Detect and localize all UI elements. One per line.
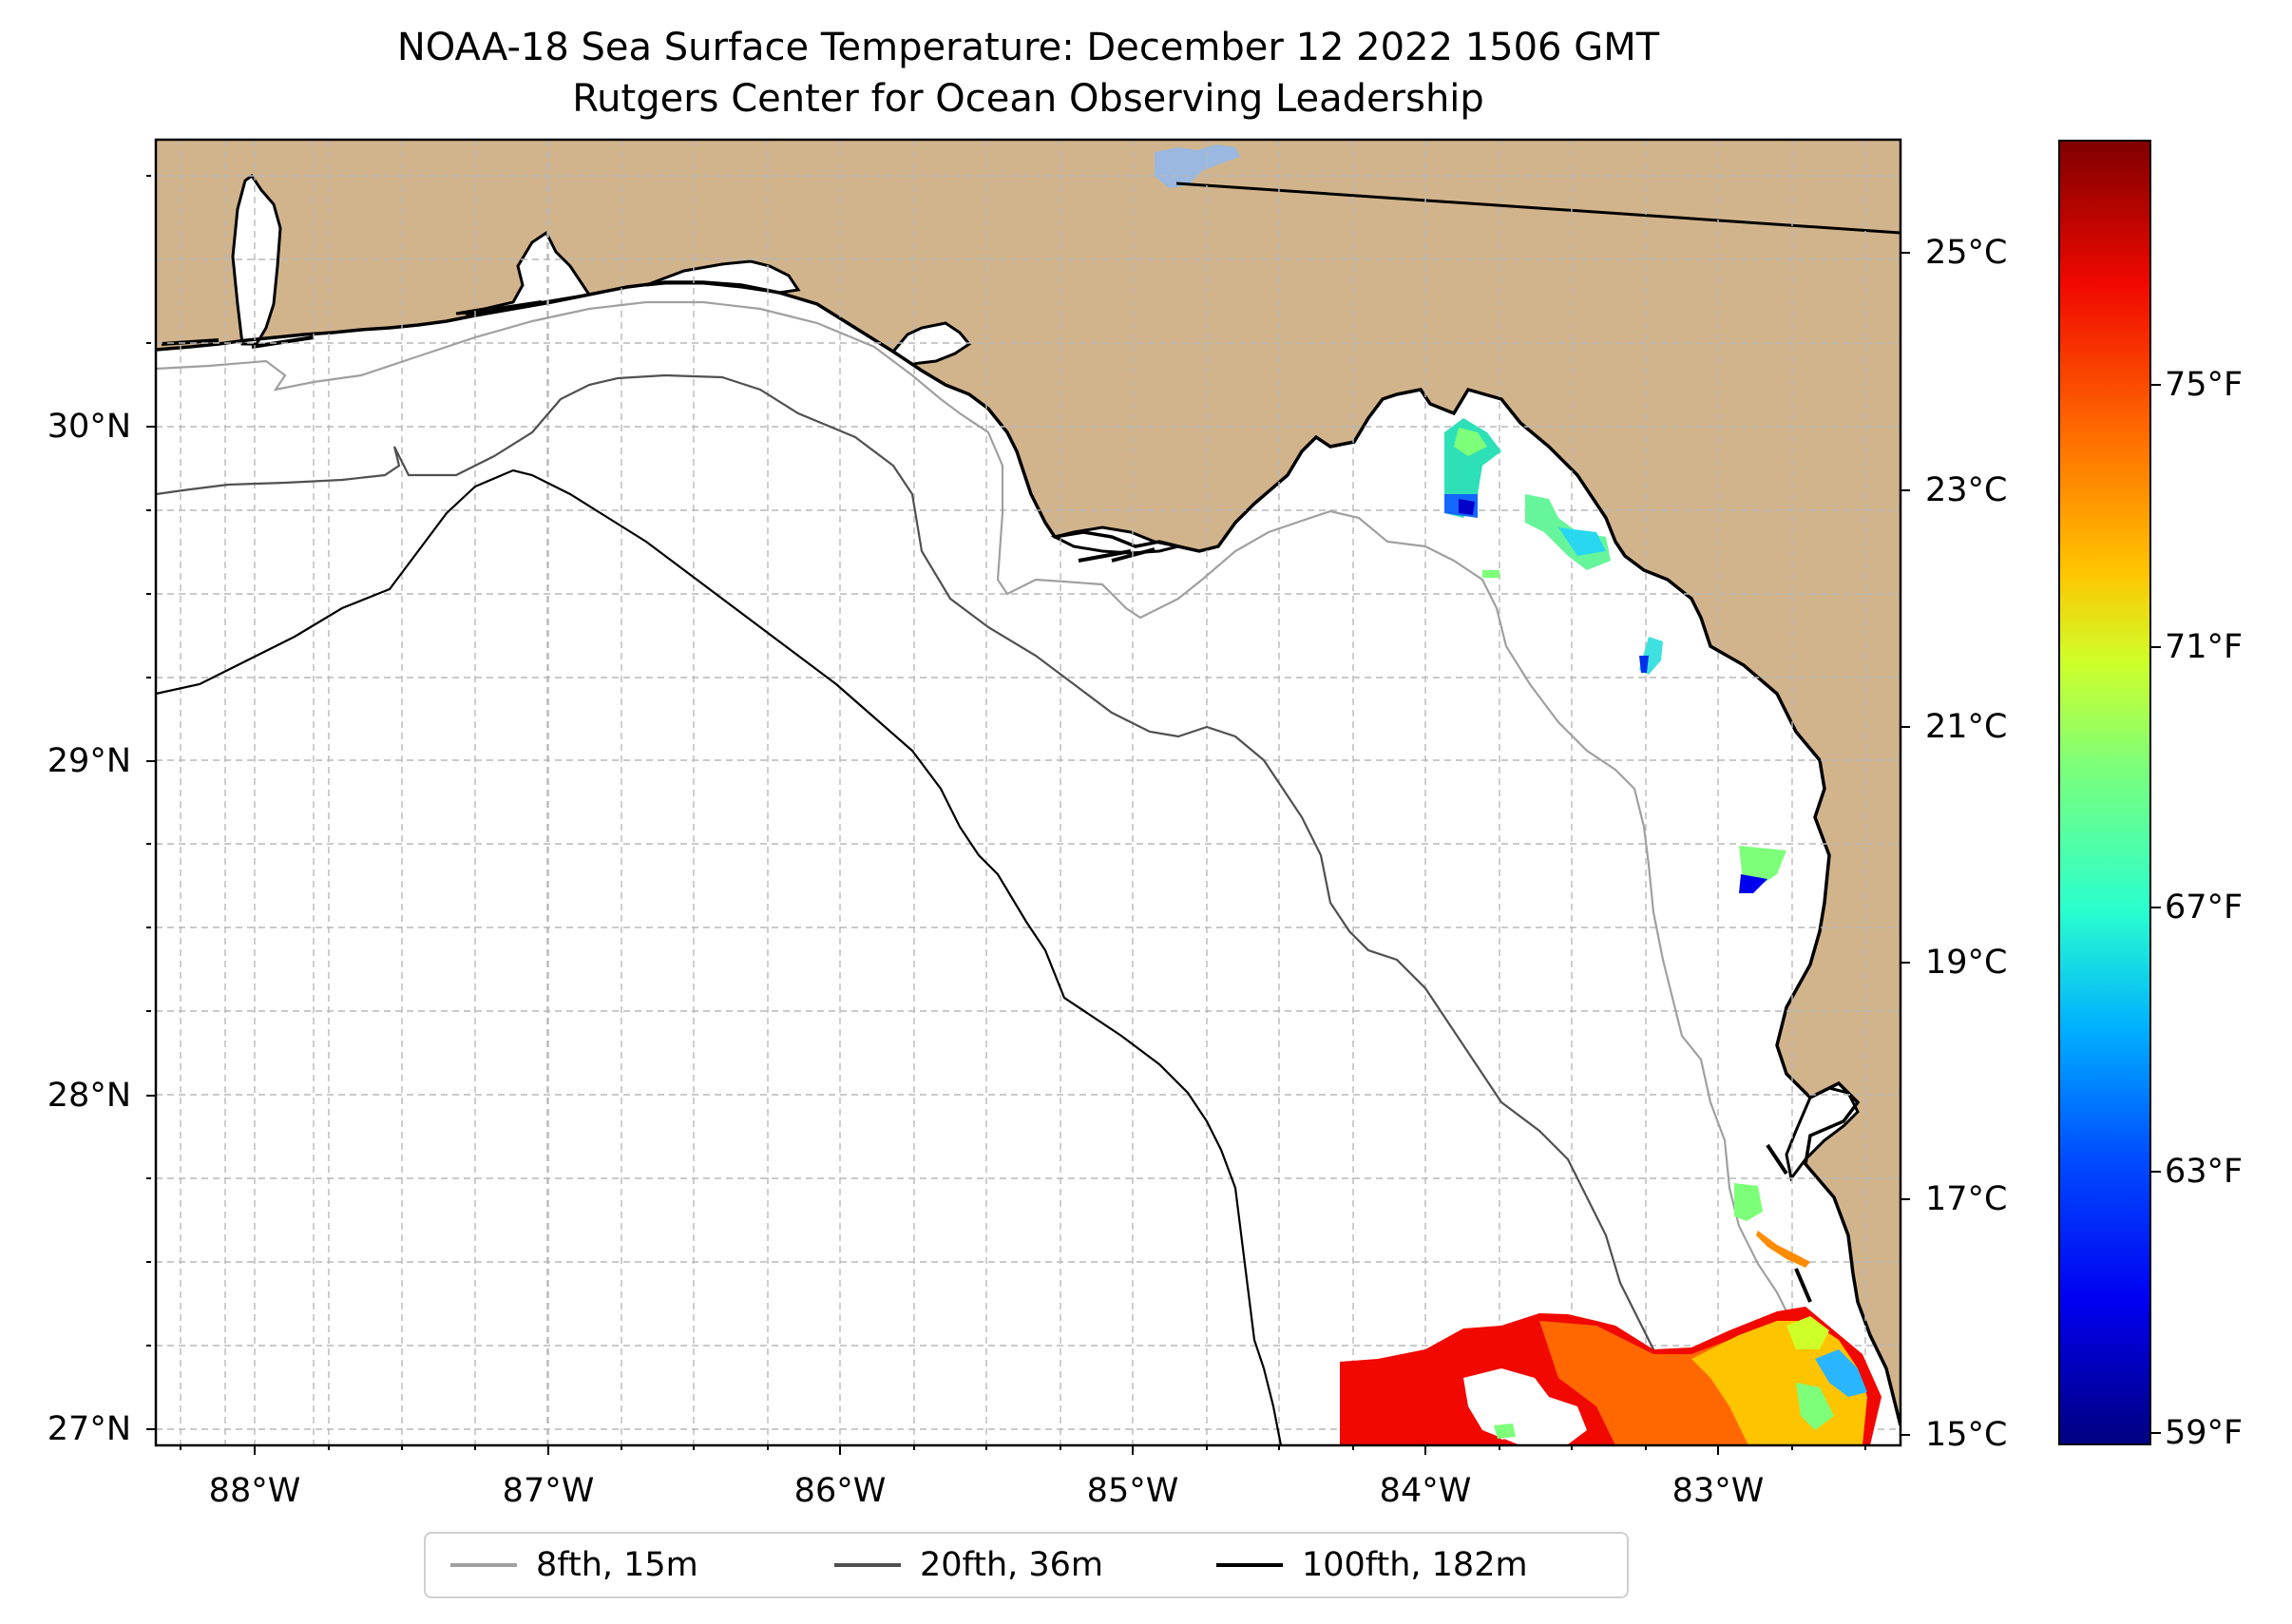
lon-label-85w: 85°W xyxy=(1086,1472,1179,1510)
legend: 8fth, 15m 20fth, 36m 100fth, 182m xyxy=(424,1532,1629,1598)
legend-label-100fth: 100fth, 182m xyxy=(1302,1546,1528,1584)
isobath-20fth-36m xyxy=(156,373,1702,1445)
colorbar-label-59f: 59°F xyxy=(2165,1414,2244,1452)
colorbar-label-15c: 15°C xyxy=(1925,1416,2008,1454)
colorbar-label-63f: 63°F xyxy=(2165,1153,2244,1191)
colorbar-label-23c: 23°C xyxy=(1925,471,2008,509)
coastline xyxy=(156,280,1900,1426)
chart-title: NOAA-18 Sea Surface Temperature: Decembe… xyxy=(396,26,1660,69)
lon-label-86w: 86°W xyxy=(793,1472,887,1510)
colorbar-label-19c: 19°C xyxy=(1925,944,2008,982)
lon-label-87w: 87°W xyxy=(502,1472,595,1510)
isobath-8fth-15m xyxy=(156,300,1868,1445)
legend-line-8fth xyxy=(450,1563,517,1567)
colorbar-label-75f: 75°F xyxy=(2165,366,2244,404)
legend-line-100fth xyxy=(1216,1563,1283,1567)
state-border xyxy=(1175,182,1900,235)
colorbar-label-25c: 25°C xyxy=(1925,234,2008,272)
legend-label-8fth: 8fth, 15m xyxy=(536,1546,698,1584)
lat-label-27n: 27°N xyxy=(47,1410,131,1448)
chart-subtitle: Rutgers Center for Ocean Observing Leade… xyxy=(572,77,1484,121)
isobath-100fth-182m xyxy=(156,468,1283,1445)
colorbar-label-67f: 67°F xyxy=(2165,888,2244,927)
lat-label-30n: 30°N xyxy=(47,408,131,446)
axis-ticks xyxy=(146,175,2161,1455)
legend-line-20fth xyxy=(834,1563,901,1567)
lon-label-88w: 88°W xyxy=(208,1472,301,1510)
mobile-bay xyxy=(231,173,282,346)
lake xyxy=(1155,144,1240,188)
map-frame xyxy=(154,138,1902,1447)
sst-data-patches xyxy=(1340,418,1881,1445)
gridlines xyxy=(156,140,1900,1445)
colorbar-label-71f: 71°F xyxy=(2165,628,2244,666)
colorbar xyxy=(2058,140,2151,1445)
lat-label-28n: 28°N xyxy=(47,1077,131,1115)
colorbar-label-21c: 21°C xyxy=(1925,708,2008,746)
tampa-bay xyxy=(1785,1086,1860,1182)
colorbar-label-17c: 17°C xyxy=(1925,1180,2008,1218)
legend-label-20fth: 20fth, 36m xyxy=(920,1546,1104,1584)
land-area xyxy=(156,140,1900,1425)
lat-label-29n: 29°N xyxy=(47,742,131,780)
lon-label-83w: 83°W xyxy=(1671,1472,1765,1510)
lon-label-84w: 84°W xyxy=(1379,1472,1472,1510)
